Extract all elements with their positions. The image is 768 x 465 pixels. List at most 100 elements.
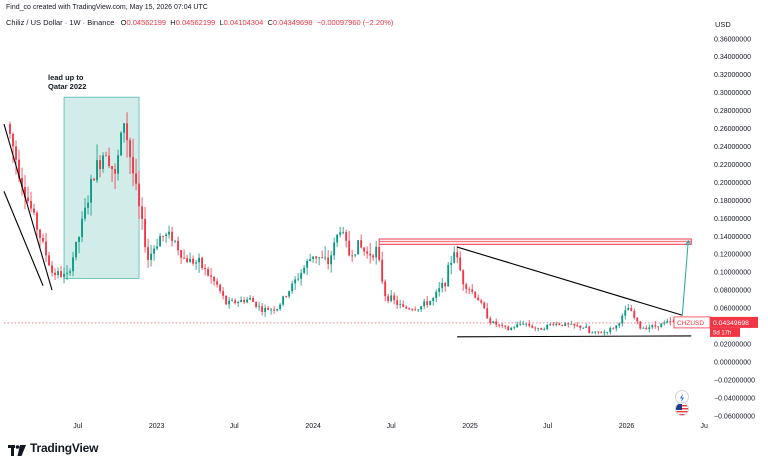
price-tick-label: 0.18000000 <box>714 198 751 205</box>
candle-body <box>462 270 465 285</box>
price-tick-label: 0.00000000 <box>714 359 751 366</box>
time-tick-label: Jul <box>387 423 396 430</box>
time-tick-label: 2023 <box>149 423 165 430</box>
candle-body <box>204 267 207 270</box>
candle-body <box>555 323 558 325</box>
candle-body <box>24 187 26 198</box>
high-label: H <box>170 18 176 27</box>
candle-body <box>402 304 405 307</box>
candle-body <box>141 206 143 219</box>
candle-body <box>84 207 86 219</box>
price-tick-label: 0.36000000 <box>714 36 751 43</box>
candle-body <box>72 257 74 272</box>
candle-body <box>90 178 92 203</box>
candle-body <box>600 332 603 334</box>
candle-body <box>114 169 116 174</box>
candle-body <box>672 321 675 323</box>
time-tick-label: Jul <box>73 423 82 430</box>
candle-body <box>513 327 516 329</box>
candle-body <box>123 123 125 133</box>
tradingview-logo[interactable]: TradingView <box>8 441 99 456</box>
symbol-title[interactable]: Chiliz / US Dollar · 1W · Binance <box>6 18 115 27</box>
candle-body <box>570 323 573 325</box>
candle-body <box>531 325 534 328</box>
candle-body <box>594 331 597 333</box>
candle-body <box>567 323 570 325</box>
candle-body <box>69 271 71 273</box>
candle-body <box>213 276 216 282</box>
candle-body <box>150 253 152 260</box>
low-label: L <box>219 18 224 27</box>
candle-body <box>216 281 219 285</box>
close-value: 0.04349698 <box>272 18 313 27</box>
us-flag-icon[interactable] <box>675 402 689 416</box>
candle-body <box>234 300 237 304</box>
candle-body <box>36 212 38 230</box>
candle-body <box>51 265 53 273</box>
countdown-label: 5d 17h <box>713 330 731 336</box>
candle-body <box>447 265 450 287</box>
candle-body <box>372 255 375 258</box>
time-tick-label: Jul <box>543 423 552 430</box>
candle-body <box>468 288 471 290</box>
price-tick-label: 0.16000000 <box>714 216 751 223</box>
candle-body <box>642 327 645 329</box>
candle-body <box>543 329 546 330</box>
candle-body <box>597 331 600 333</box>
candle-body <box>609 327 612 333</box>
candle-body <box>198 257 201 263</box>
candle-body <box>285 296 288 298</box>
candle-body <box>45 241 47 256</box>
time-axis[interactable]: Jul 2023 Jul 2024 Jul 2025 Jul 2026 Ju <box>73 423 708 430</box>
open-label: O <box>120 18 127 27</box>
candle-body <box>12 133 14 147</box>
change-value: −0.00097960 (−2.20%) <box>316 18 394 27</box>
candle-body <box>516 324 519 328</box>
candle-body <box>486 308 489 319</box>
candle-body <box>309 259 312 261</box>
candle-body <box>426 301 429 305</box>
candle-body <box>492 321 495 324</box>
candle-body <box>201 257 204 268</box>
candle-body <box>354 254 357 256</box>
candle-body <box>147 247 149 260</box>
candle-body <box>120 132 122 156</box>
candle-body <box>456 252 459 258</box>
price-tick-label: 0.28000000 <box>714 108 751 115</box>
candle-body <box>459 257 462 271</box>
zone-annotation: lead up to Qatar 2022 <box>48 73 86 91</box>
annotation-line-2: Qatar 2022 <box>48 82 87 91</box>
ohlc-legend: Chiliz / US Dollar · 1W · Binance O0.045… <box>6 18 393 27</box>
candle-body <box>279 304 282 310</box>
candle-body <box>336 234 339 243</box>
candle-body <box>261 306 264 312</box>
candle-body <box>435 291 438 299</box>
candle-body <box>612 327 615 329</box>
candle-body <box>237 302 240 304</box>
candle-body <box>474 291 477 298</box>
candle-body <box>27 197 29 202</box>
candle-body <box>564 323 567 326</box>
candle-body <box>507 326 510 330</box>
candle-body <box>393 295 396 301</box>
candle-body <box>339 232 342 235</box>
price-tick-label: −0.04000000 <box>714 395 755 402</box>
candle-body <box>546 324 549 330</box>
price-axis[interactable]: 0.36000000 0.34000000 0.32000000 0.30000000… <box>714 36 755 420</box>
candle-body <box>327 257 330 265</box>
candle-body <box>168 231 170 235</box>
candle-body <box>477 297 480 301</box>
currency-label: USD <box>715 20 731 29</box>
tradingview-wordmark: TradingView <box>30 441 99 455</box>
candle-body <box>351 255 354 257</box>
trendline-support <box>457 335 692 338</box>
candle-body <box>534 327 537 329</box>
candle-body <box>54 272 56 276</box>
candle-body <box>192 258 195 264</box>
candle-body <box>57 271 59 276</box>
candle-body <box>369 253 372 256</box>
price-tag-value: 0.04349698 <box>713 320 749 327</box>
candle-body <box>651 325 654 328</box>
price-tick-label: 0.10000000 <box>714 270 751 277</box>
